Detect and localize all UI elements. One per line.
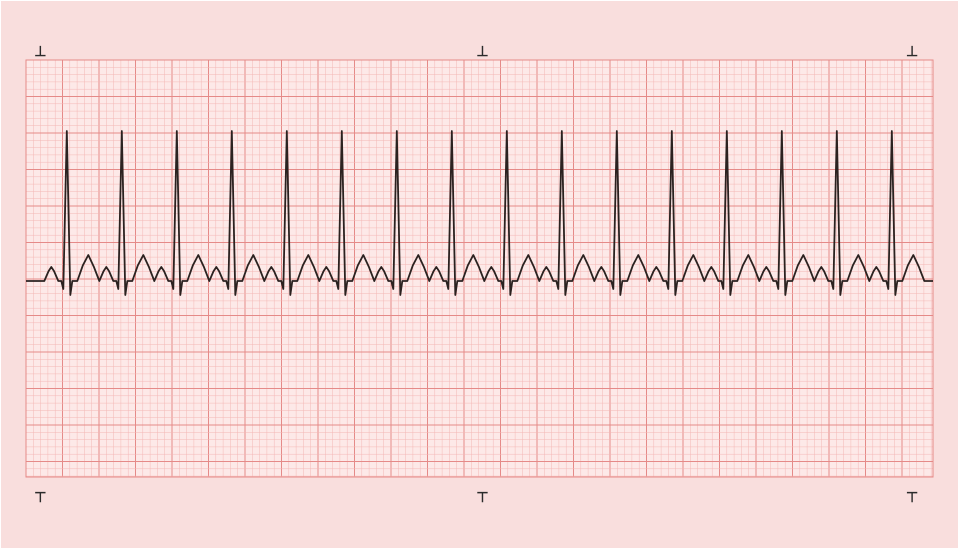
top-tick-marker: ⊥ (906, 44, 918, 58)
ecg-svg-canvas (0, 0, 959, 549)
top-tick-marker: ⊥ (34, 44, 46, 58)
bottom-tick-marker: ⊤ (34, 490, 46, 504)
bottom-tick-marker: ⊤ (906, 490, 918, 504)
bottom-tick-marker: ⊤ (476, 490, 488, 504)
top-tick-marker: ⊥ (476, 44, 488, 58)
ecg-strip: ⊥ ⊤ ⊥ ⊤ ⊥ ⊤ (0, 0, 959, 549)
